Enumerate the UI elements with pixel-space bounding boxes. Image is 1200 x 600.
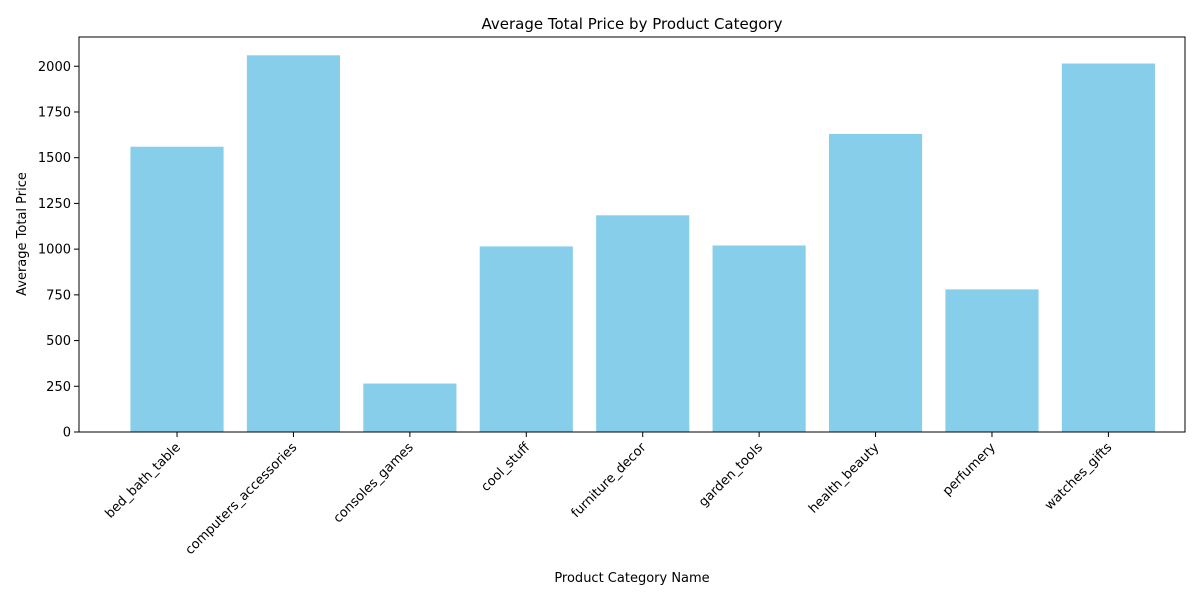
bar-cool_stuff xyxy=(479,246,573,432)
bar-consoles_games xyxy=(363,383,457,432)
x-tick-label-bed_bath_table: bed_bath_table xyxy=(103,440,184,521)
x-tick-label-computers_accessories: computers_accessories xyxy=(183,440,301,558)
y-axis-label: Average Total Price xyxy=(15,172,30,296)
bar-health_beauty xyxy=(828,133,923,433)
axes-frame xyxy=(78,36,1186,433)
bar-perfumery xyxy=(945,289,1039,432)
y-tick-label: 1250 xyxy=(38,197,71,212)
bars-group xyxy=(130,55,1155,433)
bar-garden_tools xyxy=(712,245,806,432)
plot-frame xyxy=(78,36,1186,433)
x-tick-label-consoles_games: consoles_games xyxy=(331,440,417,526)
y-tick-label: 2000 xyxy=(38,60,71,75)
x-tick-label-health_beauty: health_beauty xyxy=(806,440,883,517)
y-tick-label: 1500 xyxy=(38,151,71,166)
bar-furniture_decor xyxy=(596,215,690,432)
y-axis-ticks: 0 250 500 750 1000 1250 1500 1750 2000 xyxy=(38,60,79,441)
chart-title: Average Total Price by Product Category xyxy=(482,15,783,33)
y-tick-label: 1000 xyxy=(38,243,71,258)
x-tick-label-cool_stuff: cool_stuff xyxy=(479,439,534,494)
y-tick-label: 250 xyxy=(46,380,71,395)
y-tick-label: 750 xyxy=(46,288,71,303)
y-tick-label: 500 xyxy=(46,334,71,349)
x-tick-label-watches_gifts: watches_gifts xyxy=(1042,440,1115,513)
bar-computers_accessories xyxy=(246,55,341,432)
x-tick-label-perfumery: perfumery xyxy=(940,440,999,499)
y-tick-label: 1750 xyxy=(38,105,71,120)
x-tick-label-furniture_decor: furniture_decor xyxy=(569,440,650,521)
bar-bed_bath_table xyxy=(130,146,224,432)
y-tick-label: 0 xyxy=(63,426,71,441)
bar-watches_gifts xyxy=(1061,63,1155,433)
x-axis-label: Product Category Name xyxy=(554,571,709,586)
x-tick-label-garden_tools: garden_tools xyxy=(696,440,766,510)
